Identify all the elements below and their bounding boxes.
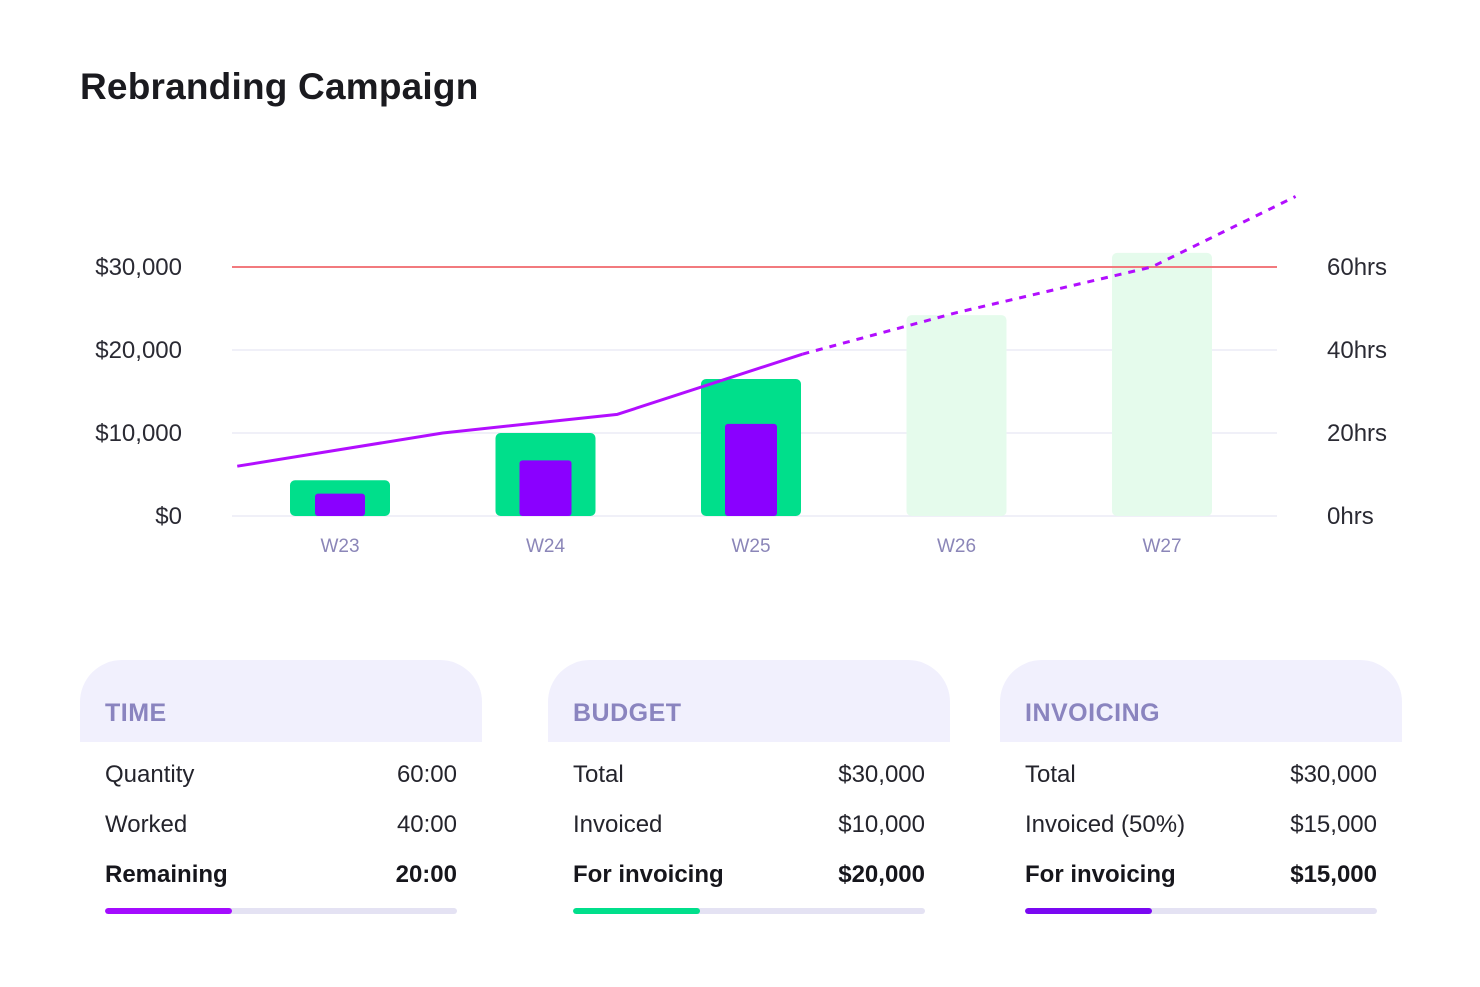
invoicing-progress-bar (1025, 908, 1377, 914)
time-card-header: TIME (80, 660, 482, 742)
time-worked-row: Worked 40:00 (105, 800, 457, 850)
time-remaining-value: 20:00 (395, 861, 457, 888)
invoicing-total-value: $30,000 (1290, 761, 1377, 788)
time-quantity-row: Quantity 60:00 (105, 750, 457, 800)
invoiced-bar (315, 493, 365, 516)
invoicing-card: INVOICING Total $30,000 Invoiced (50%) $… (1000, 660, 1402, 920)
time-worked-value: 40:00 (396, 811, 457, 838)
budget-hours-chart: $0 $10,000 $20,000 $30,000 0hrs 20hrs 40hrs 60h… (95, 195, 1387, 557)
hours-line-actual (237, 352, 803, 468)
budget-invoiced-label: Invoiced (573, 811, 663, 838)
invoiced-bar (725, 423, 777, 516)
time-quantity-label: Quantity (105, 761, 195, 788)
invoicing-for-invoicing-label: For invoicing (1025, 861, 1176, 888)
page-title: Rebranding Campaign (80, 66, 479, 107)
invoicing-for-invoicing-value: $15,000 (1290, 861, 1377, 888)
budget-progress-fill (573, 908, 700, 914)
time-progress-fill (105, 908, 232, 914)
time-remaining-row: Remaining 20:00 (105, 850, 457, 900)
time-worked-label: Worked (105, 811, 188, 838)
forecast-bar (1112, 252, 1212, 516)
budget-progress-bar (573, 908, 925, 914)
budget-total-label: Total (573, 761, 624, 788)
budget-card-header: BUDGET (548, 660, 950, 742)
budget-card-title: BUDGET (573, 699, 682, 727)
budget-for-invoicing-value: $20,000 (838, 861, 925, 888)
left-axis-tick-label: $20,000 (95, 337, 182, 364)
forecast-bar (906, 315, 1007, 516)
x-axis-tick-label: W26 (937, 536, 976, 557)
time-remaining-label: Remaining (105, 861, 228, 888)
right-axis-tick-label: 0hrs (1327, 503, 1374, 530)
invoicing-invoiced-label: Invoiced (50%) (1025, 811, 1186, 838)
time-card: TIME Quantity 60:00 Worked 40:00 Remaini… (80, 660, 482, 920)
time-quantity-value: 60:00 (396, 761, 457, 788)
x-axis-tick-label: W23 (320, 536, 359, 557)
budget-total-value: $30,000 (838, 761, 925, 788)
budget-invoiced-value: $10,000 (838, 811, 925, 838)
x-axis-tick-label: W27 (1142, 536, 1181, 557)
time-card-title: TIME (105, 699, 167, 727)
budget-card: BUDGET Total $30,000 Invoiced $10,000 Fo… (548, 660, 950, 920)
invoicing-card-header: INVOICING (1000, 660, 1402, 742)
left-axis-tick-label: $30,000 (95, 254, 182, 281)
budget-for-invoicing-row: For invoicing $20,000 (573, 850, 925, 900)
invoicing-invoiced-value: $15,000 (1290, 811, 1377, 838)
hours-line-forecast (801, 195, 1297, 356)
invoicing-total-row: Total $30,000 (1025, 750, 1377, 800)
left-axis-tick-label: $10,000 (95, 420, 182, 447)
budget-for-invoicing-label: For invoicing (573, 861, 724, 888)
invoicing-progress-fill (1025, 908, 1152, 914)
time-progress-bar (105, 908, 457, 914)
right-axis-tick-label: 40hrs (1327, 337, 1387, 364)
invoicing-for-invoicing-row: For invoicing $15,000 (1025, 850, 1377, 900)
left-axis-tick-label: $0 (155, 503, 182, 530)
invoicing-total-label: Total (1025, 761, 1076, 788)
right-axis-tick-label: 60hrs (1327, 254, 1387, 281)
budget-invoiced-row: Invoiced $10,000 (573, 800, 925, 850)
x-axis-tick-label: W25 (731, 536, 770, 557)
budget-total-row: Total $30,000 (573, 750, 925, 800)
invoiced-bar (519, 460, 572, 516)
invoicing-card-title: INVOICING (1025, 699, 1161, 727)
right-axis-tick-label: 20hrs (1327, 420, 1387, 447)
invoicing-invoiced-row: Invoiced (50%) $15,000 (1025, 800, 1377, 850)
x-axis-tick-label: W24 (526, 536, 566, 557)
